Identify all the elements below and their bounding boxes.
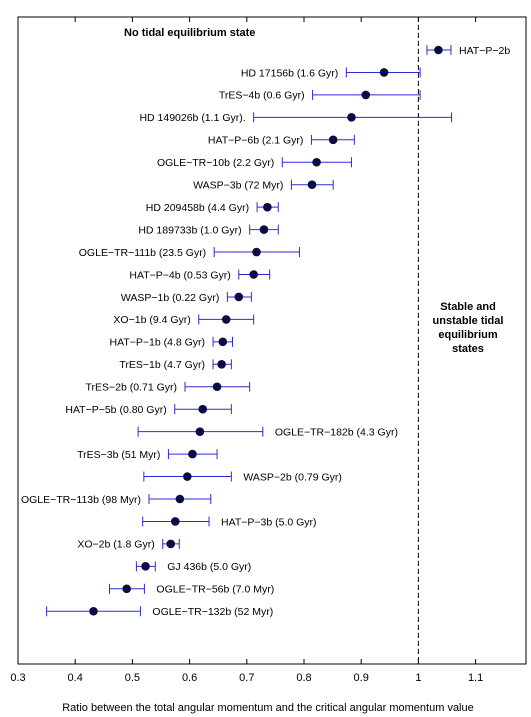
annotation-line: Stable and (440, 301, 496, 313)
point-label: HAT−P−6b (2.1 Gyr) (208, 135, 304, 147)
point-label: HAT−P−2b (459, 45, 510, 57)
data-point-row: TrES−1b (4.7 Gyr) (119, 359, 232, 371)
data-marker (221, 315, 231, 324)
data-point-row: OGLE−TR−10b (2.2 Gyr) (157, 157, 352, 169)
x-axis-ticks: 0.3 0.4 0.5 0.6 0.7 0.8 0.9 1 1.1 (10, 17, 483, 684)
data-marker (198, 404, 208, 414)
data-point-row: HD 149026b (1.1 Gyr). (139, 112, 453, 124)
point-label: OGLE−TR−111b (23.5 Gyr) (79, 247, 206, 259)
data-point-row: TrES−2b (0.71 Gyr) (85, 382, 251, 394)
data-point-row: OGLE−TR−111b (23.5 Gyr) (79, 247, 300, 259)
data-marker (361, 90, 371, 100)
data-marker (263, 202, 272, 212)
data-point-row: TrES−3b (51 Myr) (77, 449, 218, 461)
x-tick-label: 0.9 (354, 672, 369, 684)
data-point-row: HAT−P−6b (2.1 Gyr) (208, 135, 355, 147)
point-label: OGLE−TR−113b (98 Myr) (21, 494, 141, 506)
point-label: TrES−4b (0.6 Gyr) (219, 90, 305, 102)
point-label: WASP−2b (0.79 Gyr) (243, 471, 342, 483)
data-point-row: HAT−P−5b (0.80 Gyr) (65, 404, 232, 416)
point-label: HAT−P−3b (5.0 Gyr) (221, 516, 317, 528)
annotation-no-equilibrium: No tidal equilibrium state (124, 27, 255, 39)
point-label: OGLE−TR−56b (7.0 Myr) (156, 584, 274, 596)
data-marker (195, 427, 205, 436)
x-tick-label: 0.5 (125, 672, 140, 684)
annotation-stable-states: Stable and unstable tidal equilibrium state… (433, 301, 504, 355)
point-label: HD 149026b (1.1 Gyr). (139, 112, 245, 124)
x-tick-label: 0.8 (296, 672, 311, 684)
data-point-row: WASP−1b (0.22 Gyr) (121, 292, 252, 304)
data-points: HAT−P−2b HD 17156b (1.6 Gyr) TrES−4b (0.6 … (21, 45, 510, 618)
x-tick-label: 1 (415, 672, 421, 684)
data-marker (249, 270, 258, 279)
data-marker (171, 517, 180, 526)
point-label: OGLE−TR−132b (52 Myr) (152, 606, 273, 618)
data-marker (89, 606, 98, 616)
point-label: TrES−3b (51 Myr) (77, 449, 160, 461)
data-marker (347, 113, 356, 122)
data-marker (188, 449, 197, 459)
data-point-row: HD 209458b (4.4 Gyr) (146, 202, 279, 214)
data-marker (234, 292, 244, 302)
point-label: HAT−P−4b (0.53 Gyr) (129, 269, 230, 281)
point-label: TrES−2b (0.71 Gyr) (85, 382, 177, 394)
data-marker (141, 562, 150, 571)
data-marker (379, 68, 389, 77)
annotation-line: unstable tidal (433, 315, 504, 327)
data-point-row: GJ 436b (5.0 Gyr) (135, 561, 251, 573)
x-tick-label: 0.3 (10, 672, 25, 684)
data-marker (218, 337, 228, 347)
data-point-row: XO−2b (1.8 Gyr) (77, 539, 180, 551)
data-point-row: WASP−2b (0.79 Gyr) (143, 471, 342, 483)
point-label: XO−1b (9.4 Gyr) (113, 314, 190, 326)
data-marker (312, 157, 321, 167)
data-point-row: HD 189733b (1.0 Gyr) (138, 224, 279, 236)
data-marker (434, 45, 443, 55)
data-marker (175, 494, 185, 504)
data-point-row: TrES−4b (0.6 Gyr) (219, 90, 421, 102)
point-label: WASP−3b (72 Myr) (193, 180, 283, 192)
point-label: HD 189733b (1.0 Gyr) (138, 224, 241, 236)
data-point-row: OGLE−TR−132b (52 Myr) (46, 606, 273, 618)
point-label: HAT−P−1b (4.8 Gyr) (110, 337, 206, 349)
data-marker (307, 180, 317, 189)
point-label: HD 17156b (1.6 Gyr) (241, 67, 338, 79)
point-label: TrES−1b (4.7 Gyr) (119, 359, 205, 371)
point-label: XO−2b (1.8 Gyr) (77, 539, 154, 551)
data-point-row: HAT−P−3b (5.0 Gyr) (142, 516, 317, 528)
data-point-row: OGLE−TR−56b (7.0 Myr) (109, 584, 274, 596)
point-label: OGLE−TR−10b (2.2 Gyr) (157, 157, 274, 169)
x-tick-label: 1.1 (468, 672, 483, 684)
data-point-row: HAT−P−4b (0.53 Gyr) (129, 269, 271, 281)
point-label: HD 209458b (4.4 Gyr) (146, 202, 249, 214)
plot-frame (17, 16, 527, 665)
data-point-row: HAT−P−2b (426, 45, 510, 57)
data-marker (217, 360, 226, 369)
x-tick-label: 0.7 (239, 672, 254, 684)
x-tick-label: 0.6 (182, 672, 197, 684)
annotation-line: equilibrium (438, 329, 498, 341)
data-point-row: HD 17156b (1.6 Gyr) (241, 67, 421, 79)
point-label: OGLE−TR−182b (4.3 Gyr) (275, 426, 398, 438)
point-label: WASP−1b (0.22 Gyr) (121, 292, 220, 304)
data-marker (183, 472, 192, 481)
data-marker (328, 135, 338, 145)
data-marker (259, 225, 269, 234)
data-point-row: OGLE−TR−113b (98 Myr) (21, 494, 212, 506)
data-point-row: OGLE−TR−182b (4.3 Gyr) (137, 426, 398, 438)
data-marker (122, 584, 131, 594)
data-marker (252, 247, 261, 257)
point-label: GJ 436b (5.0 Gyr) (167, 561, 251, 573)
data-point-row: HAT−P−1b (4.8 Gyr) (110, 337, 233, 349)
point-label: HAT−P−5b (0.80 Gyr) (65, 404, 166, 416)
annotation-line: states (452, 343, 484, 355)
x-axis-label: Ratio between the total angular momentum… (62, 702, 474, 714)
data-marker (166, 539, 176, 549)
data-point-row: XO−1b (9.4 Gyr) (113, 314, 255, 326)
x-tick-label: 0.4 (68, 672, 83, 684)
data-point-row: WASP−3b (72 Myr) (193, 180, 334, 192)
data-marker (212, 382, 222, 392)
